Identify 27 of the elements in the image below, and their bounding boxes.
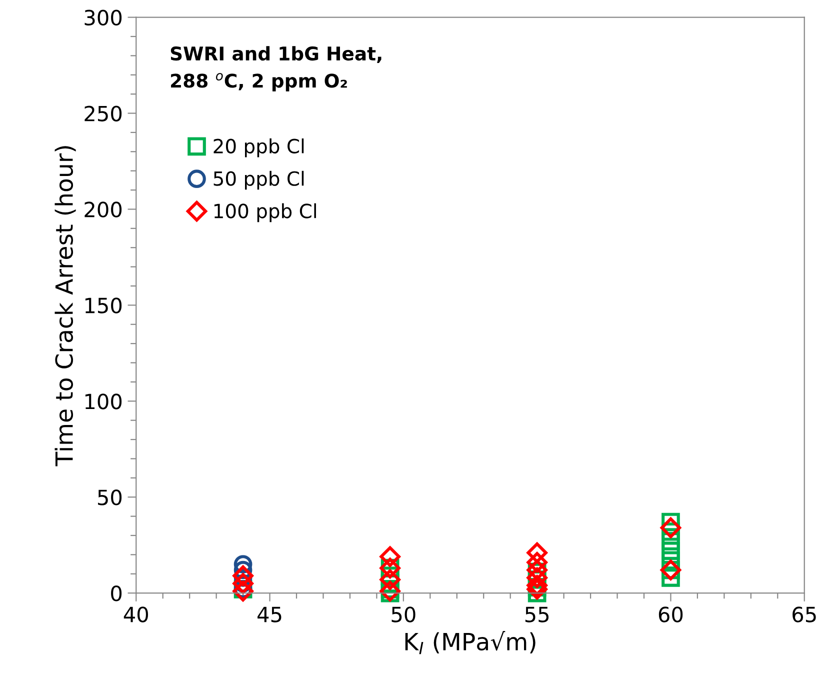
y-tick-label: 300 (84, 10, 122, 26)
y-tick-label: 200 (84, 202, 122, 218)
x-tick-label: 45 (258, 606, 282, 622)
legend-label: 50 ppb Cl (214, 170, 304, 190)
legend-label: 100 ppb Cl (214, 203, 316, 222)
y-tick-label: 150 (85, 298, 122, 314)
y-tick-label: 0 (111, 585, 122, 602)
legend-label: 20 ppb Cl (214, 138, 304, 158)
text: SWRI and 1bG Heat, 288 $^{o}$C, 2 ppm O₂ (170, 46, 382, 92)
x-tick-label: 65 (792, 606, 816, 622)
point (526, 552, 548, 573)
point (662, 542, 680, 560)
x-tick-label: 50 (392, 606, 416, 622)
y-tick-label: 250 (84, 106, 122, 122)
x-axis-title: K$_{I}$ (MPa√m) (405, 631, 536, 654)
point (380, 569, 400, 590)
point (526, 542, 548, 564)
y-tick-label: 100 (85, 394, 122, 410)
point (232, 565, 254, 586)
x-tick-label: 55 (525, 606, 549, 622)
x-tick-label: 40 (124, 606, 148, 622)
point (660, 517, 682, 538)
point (380, 546, 400, 567)
x-tick-label: 60 (658, 606, 683, 622)
point (526, 578, 548, 600)
y-axis-title: Time to Crack Arrest (hour) (54, 146, 76, 466)
y-tick-label: 50 (98, 490, 122, 506)
